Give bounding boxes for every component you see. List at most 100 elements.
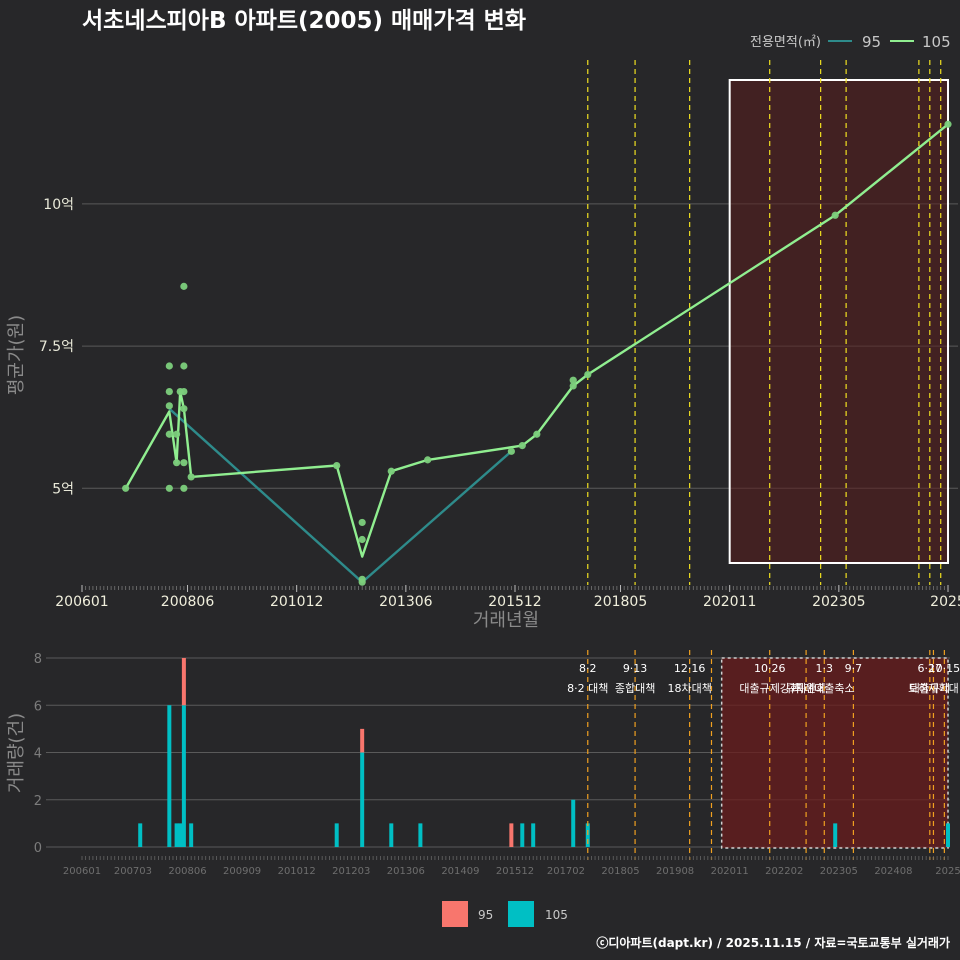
data-point-23	[507, 447, 515, 455]
data-point-6	[173, 430, 181, 438]
bottom-shaded-rect	[720, 657, 949, 849]
top-y-axis: 5억 7.5억 10억	[39, 197, 74, 497]
data-point-25	[533, 430, 541, 438]
policy-label-4: 대출규제강화	[739, 682, 800, 695]
bottom-x-tick-1: 200703	[114, 866, 152, 877]
top-policy-lines	[587, 60, 942, 585]
bar-105-12	[571, 799, 576, 847]
data-point-10	[180, 459, 188, 467]
bottom-x-axis: 200601 200703 200806 200909 201012 201203 2013…	[63, 856, 960, 877]
bottom-x-tick-7: 201409	[441, 866, 479, 877]
legend-top: 전용면적(㎡) 95 105	[750, 33, 951, 51]
bar-95-1	[360, 728, 365, 753]
policy-date-7: 9·7	[845, 662, 863, 675]
top-shaded-rect	[728, 79, 949, 564]
bar-105-11	[531, 823, 536, 847]
legend-bottom-95-swatch	[442, 901, 468, 927]
bottom-y-axis-title: 거래량(건)	[6, 713, 27, 793]
top-y-tick-0: 5억	[52, 481, 74, 497]
bottom-y-tick-2: 4	[34, 747, 42, 762]
chart-title: 서초네스피아B 아파트(2005) 매매가격 변화	[82, 8, 526, 34]
bar-105-7	[360, 752, 365, 847]
legend-bottom-95-label: 95	[478, 908, 493, 922]
policy-date-6: 1·3	[816, 662, 834, 675]
top-x-tick-7: 202305	[812, 594, 865, 610]
bottom-x-tick-0: 200601	[63, 866, 101, 877]
policy-date-0: 8·2	[579, 662, 597, 675]
top-y-tick-2: 10억	[43, 197, 74, 213]
bottom-x-tick-3: 200909	[223, 866, 261, 877]
bar-105-3	[178, 823, 183, 847]
top-x-tick-1: 200806	[161, 594, 215, 610]
policy-label-0: 8·2 대책	[567, 682, 608, 695]
data-point-20	[358, 518, 366, 527]
top-x-axis: 200601 200806 201012 201306 201512 201805 2020…	[55, 585, 960, 610]
bottom-x-tick-4: 201012	[278, 866, 316, 877]
top-y-axis-title: 평균가(원)	[6, 315, 27, 395]
bottom-x-tick-13: 202202	[765, 866, 803, 877]
bar-105-4	[181, 705, 186, 847]
data-point-22	[424, 456, 432, 464]
legend-title: 전용면적(㎡)	[750, 35, 821, 50]
bar-105-10	[520, 823, 525, 847]
data-point-13	[180, 362, 188, 370]
top-scatter-points	[122, 120, 952, 586]
policy-date-1: 9·13	[623, 662, 648, 675]
data-point-5	[165, 362, 173, 370]
bottom-y-tick-4: 8	[34, 652, 42, 667]
policy-date-2: 12·16	[674, 662, 706, 675]
bar-105-0	[138, 823, 143, 847]
bar-95-2	[509, 823, 514, 847]
data-point-12	[180, 388, 188, 396]
data-point-7	[173, 459, 181, 467]
top-y-tick-1: 7.5억	[39, 339, 74, 355]
bottom-x-tick-9: 201702	[547, 866, 585, 877]
bottom-x-tick-14: 202305	[820, 866, 858, 877]
bottom-y-tick-0: 0	[34, 841, 42, 856]
bar-105-2	[174, 823, 179, 847]
data-point-3	[165, 402, 173, 410]
legend-bottom-105-label: 105	[545, 908, 568, 922]
legend-95-label: 95	[862, 33, 881, 51]
data-point-27	[569, 376, 577, 384]
data-point-29	[831, 211, 839, 219]
bar-105-1	[167, 705, 172, 847]
policy-label-1: 종합대책	[615, 682, 655, 695]
data-point-18	[358, 575, 366, 583]
bar-105-6	[334, 823, 339, 847]
bottom-x-tick-16: 2025	[935, 866, 960, 877]
bar-105-9	[418, 823, 423, 847]
data-point-14	[180, 282, 188, 290]
data-point-4	[165, 388, 173, 396]
bottom-policy-lines: 8·2 8·2 대책 9·13 종합대책 12·16 18차대책 10·26 대출규제강화규제…	[567, 650, 960, 860]
data-point-1	[165, 484, 173, 492]
data-point-9	[180, 484, 188, 492]
legend-bottom: 95 105	[442, 901, 568, 927]
bottom-x-tick-5: 201203	[332, 866, 370, 877]
data-point-19	[358, 535, 366, 544]
top-x-tick-5: 201805	[594, 594, 647, 610]
bottom-shaded-period	[720, 657, 949, 849]
policy-label-9: 토허제확대	[908, 682, 959, 695]
data-point-15	[187, 473, 195, 481]
policy-date-4: 10·26	[754, 662, 786, 675]
bottom-y-tick-3: 6	[34, 699, 42, 714]
bottom-x-tick-2: 200806	[168, 866, 206, 877]
bar-105-13	[585, 823, 590, 847]
bottom-x-tick-11: 201908	[656, 866, 694, 877]
bottom-x-tick-10: 201805	[601, 866, 639, 877]
bar-95-0	[181, 658, 186, 706]
policy-date-10: 10·15	[929, 662, 960, 675]
top-x-axis-title: 거래년월	[473, 610, 539, 631]
policy-label-2: 18차대책	[667, 682, 711, 695]
data-point-28	[584, 370, 592, 379]
bottom-x-tick-8: 201512	[496, 866, 534, 877]
top-x-tick-2: 201012	[270, 594, 323, 610]
bottom-bars	[138, 658, 950, 847]
bar-105-8	[389, 823, 394, 847]
top-x-tick-3: 201306	[379, 594, 433, 610]
top-x-tick-8: 2025	[930, 594, 960, 610]
top-shaded-period	[728, 79, 949, 564]
bar-105-5	[189, 823, 194, 847]
